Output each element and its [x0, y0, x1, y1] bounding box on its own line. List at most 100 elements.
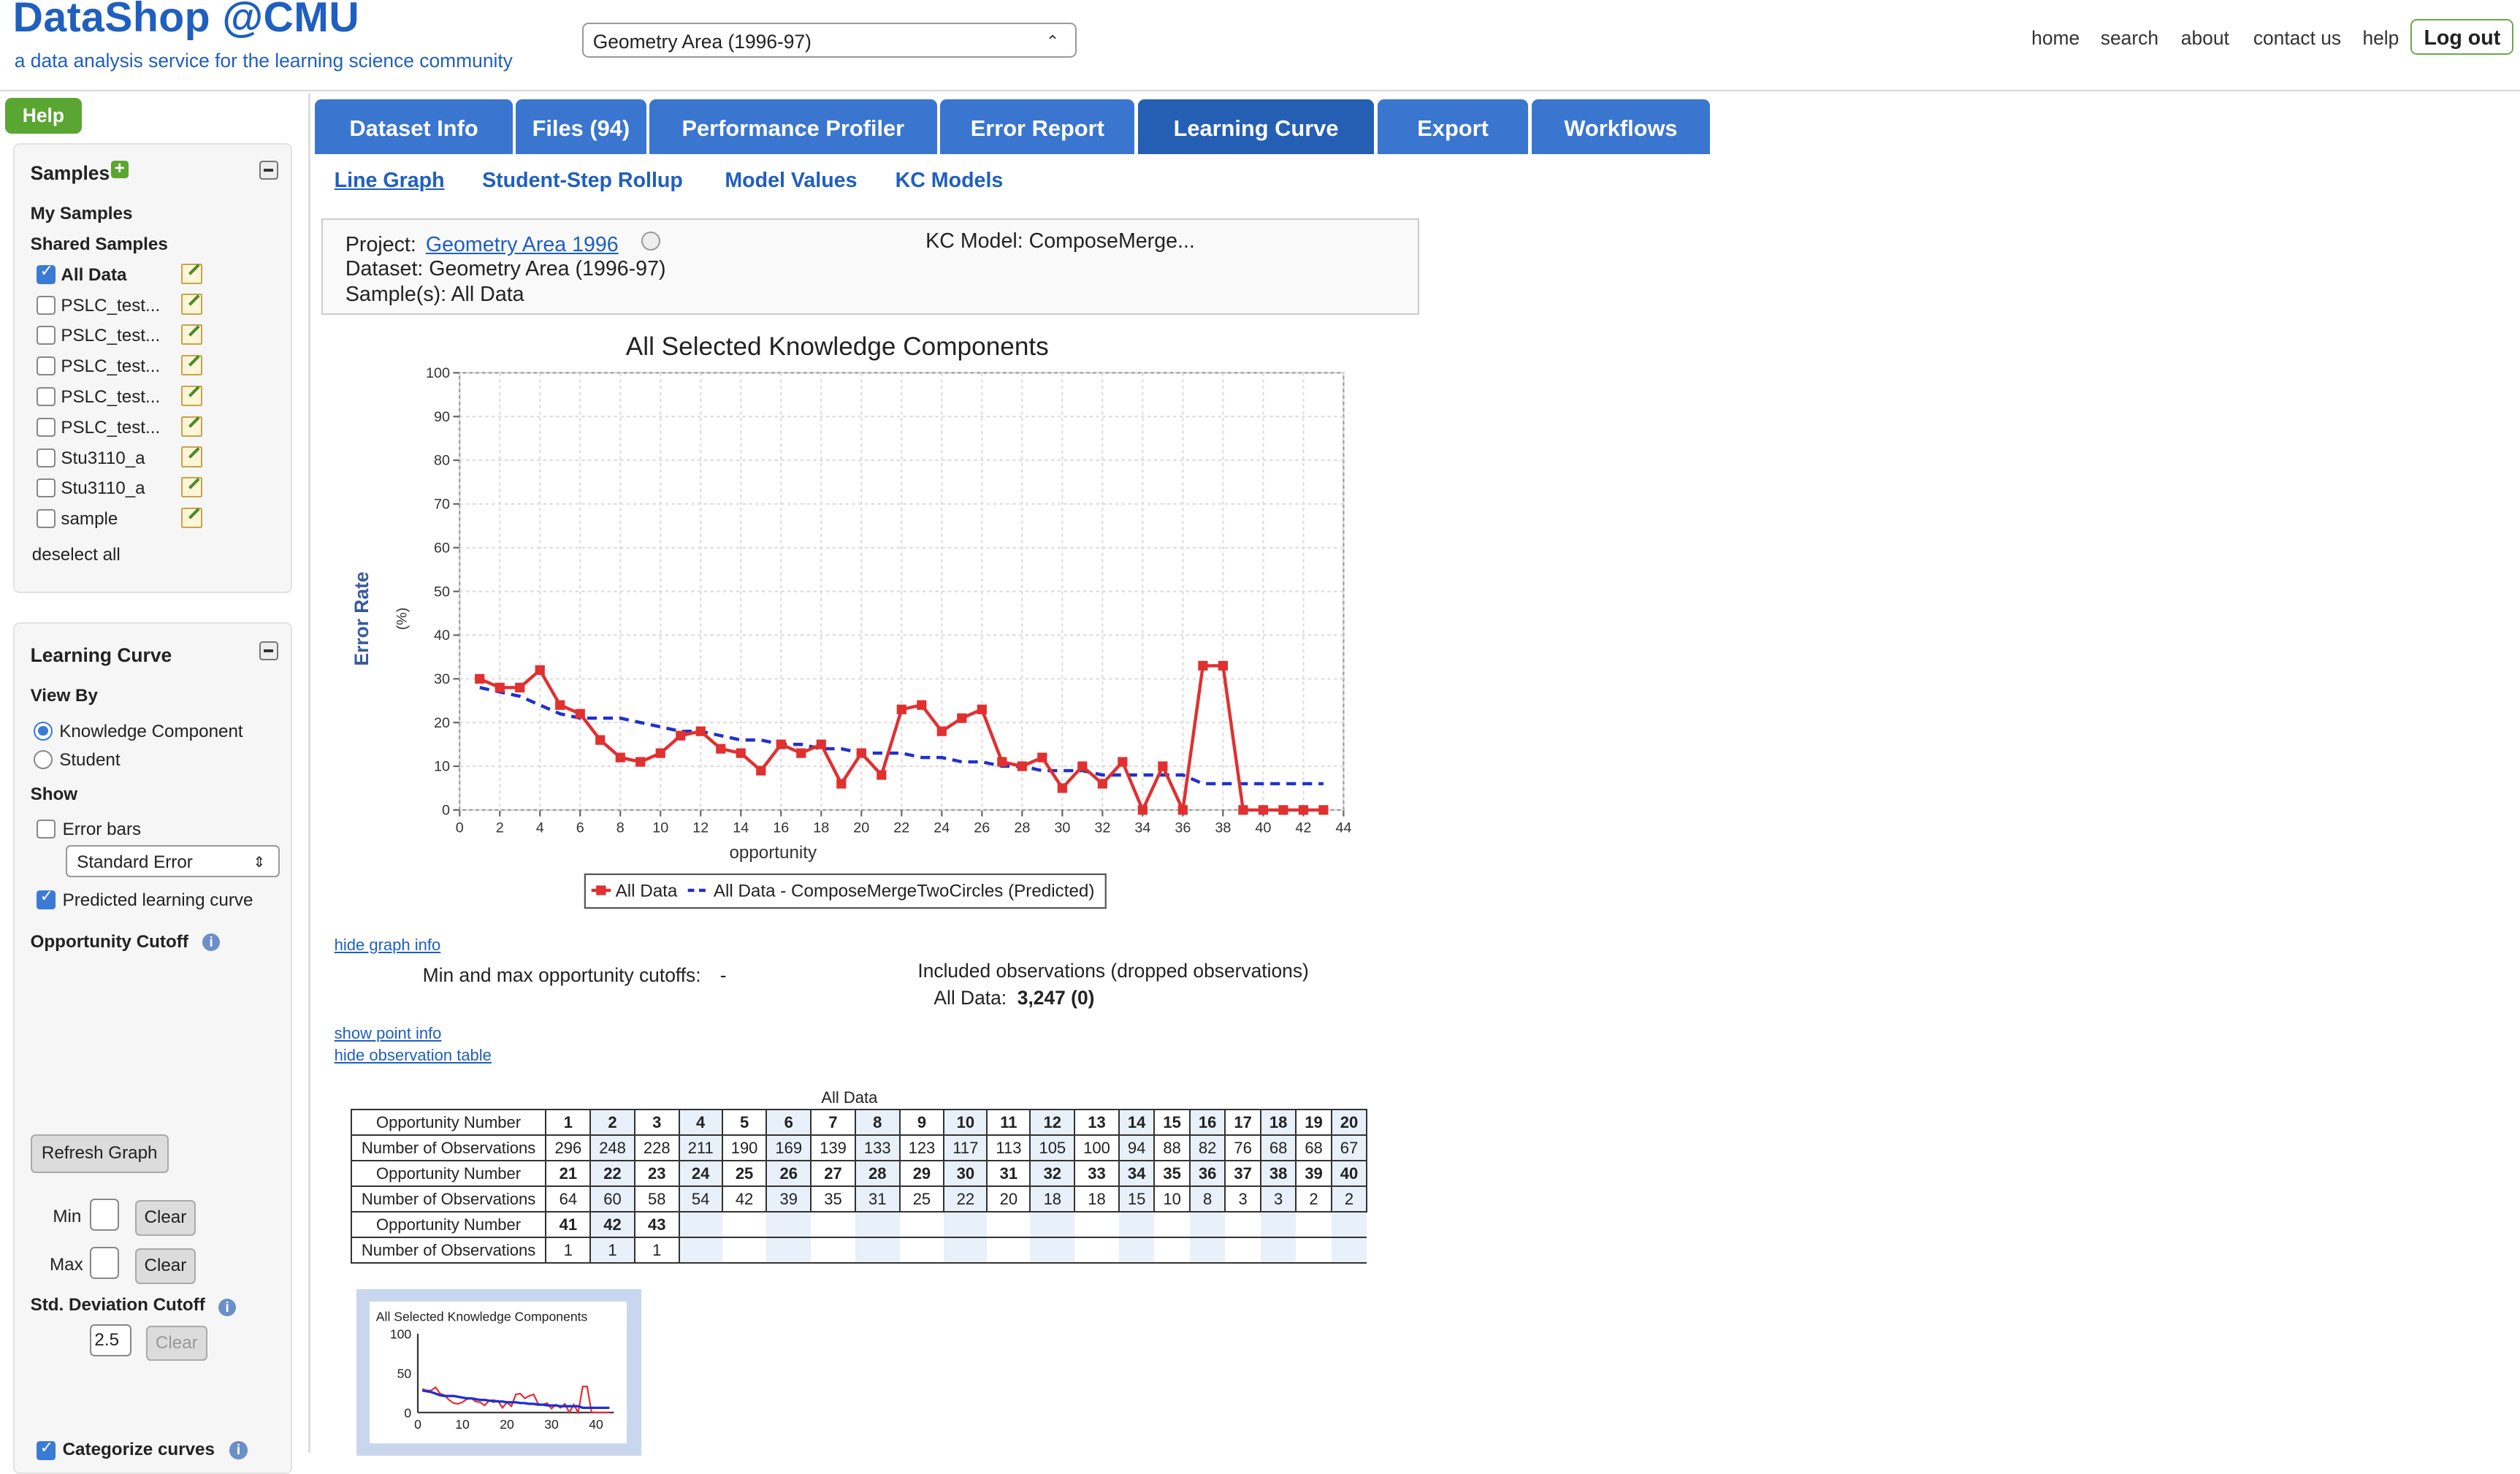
deselect-all-link[interactable]: deselect all — [32, 545, 121, 565]
sample-checkbox[interactable] — [37, 418, 56, 437]
observation-cell — [944, 1237, 987, 1263]
edit-sample-icon[interactable] — [181, 416, 202, 437]
y-tick-label: 80 — [434, 453, 450, 469]
edit-sample-icon[interactable] — [181, 355, 202, 375]
sample-label[interactable]: PSLC_test... — [61, 418, 160, 438]
subtab-kc-models[interactable]: KC Models — [896, 169, 1004, 193]
max-cutoff-input[interactable] — [90, 1247, 119, 1279]
y-tick-label: 90 — [434, 409, 450, 425]
opportunity-cell — [900, 1212, 944, 1237]
subtab-line-graph[interactable]: Line Graph — [335, 169, 445, 193]
data-point — [897, 705, 906, 714]
sample-label[interactable]: sample — [61, 509, 118, 530]
sample-label[interactable]: Stu3110_a — [61, 448, 145, 469]
observation-cell: 1 — [590, 1237, 635, 1263]
info-icon[interactable]: i — [218, 1299, 236, 1316]
edit-sample-icon[interactable] — [181, 294, 202, 314]
edit-sample-icon[interactable] — [181, 264, 202, 284]
nav-about[interactable]: about — [2181, 27, 2229, 50]
sample-checkbox[interactable] — [37, 509, 56, 528]
thumbnail-x-tick-label: 10 — [455, 1417, 470, 1432]
sample-label[interactable]: PSLC_test... — [61, 387, 160, 408]
sample-label[interactable]: All Data — [61, 265, 126, 286]
sample-label[interactable]: PSLC_test... — [61, 326, 160, 346]
edit-sample-icon[interactable] — [181, 508, 202, 528]
clear-max-button[interactable]: Clear — [135, 1248, 196, 1283]
observation-cell — [855, 1237, 900, 1263]
tab-learning-curve[interactable]: Learning Curve — [1138, 99, 1374, 154]
predicted-curve-checkbox[interactable] — [37, 890, 56, 909]
nav-contact-us[interactable]: contact us — [2253, 27, 2341, 50]
tab-workflows[interactable]: Workflows — [1532, 99, 1710, 154]
hide-observation-table-link[interactable]: hide observation table — [335, 1046, 492, 1065]
edit-sample-icon[interactable] — [181, 446, 202, 467]
subtab-model-values[interactable]: Model Values — [725, 169, 857, 193]
opportunity-cell: 40 — [1332, 1161, 1367, 1186]
tab-export[interactable]: Export — [1378, 99, 1529, 154]
all-data-value: 3,247 (0) — [1017, 987, 1095, 1009]
opportunity-cell — [1030, 1212, 1074, 1237]
y-tick-label: 30 — [434, 671, 450, 687]
table-row: Number of Observations 64 60 58 54 42 39 35 31 25… — [351, 1186, 1367, 1212]
observation-cell: 123 — [900, 1135, 944, 1161]
sample-label[interactable]: Stu3110_a — [61, 478, 145, 499]
std-cutoff-input[interactable]: 2.5 — [90, 1324, 131, 1356]
clear-min-button[interactable]: Clear — [135, 1200, 196, 1235]
subtab-student-step-rollup[interactable]: Student-Step Rollup — [482, 169, 683, 193]
sample-checkbox[interactable] — [37, 326, 56, 345]
project-link[interactable]: Geometry Area 1996 — [426, 233, 619, 257]
data-point — [475, 674, 484, 684]
collapse-learning-curve-icon[interactable] — [259, 641, 278, 660]
sample-label[interactable]: PSLC_test... — [61, 356, 160, 377]
kc-radio[interactable] — [34, 722, 53, 741]
show-point-info-link[interactable]: show point info — [335, 1024, 442, 1043]
edit-sample-icon[interactable] — [181, 477, 202, 497]
edit-sample-icon[interactable] — [181, 386, 202, 406]
observation-cell: 54 — [679, 1186, 722, 1212]
refresh-graph-button[interactable]: Refresh Graph — [31, 1134, 169, 1173]
observation-cell — [1261, 1237, 1296, 1263]
tab-performance-profiler[interactable]: Performance Profiler — [649, 99, 937, 154]
sample-checkbox[interactable] — [37, 448, 56, 467]
info-icon[interactable]: i — [202, 933, 220, 951]
categorize-checkbox[interactable] — [37, 1441, 56, 1460]
categorize-label: Categorize curves — [63, 1440, 215, 1460]
sample-checkbox[interactable] — [37, 478, 56, 497]
opportunity-cell: 29 — [900, 1161, 944, 1186]
sample-checkbox[interactable] — [37, 296, 56, 315]
opportunity-cell: 25 — [722, 1161, 767, 1186]
tab-error-report[interactable]: Error Report — [940, 99, 1134, 154]
dataset-select[interactable]: Geometry Area (1996-97) ⌃ — [582, 23, 1077, 58]
tab-dataset-info[interactable]: Dataset Info — [315, 99, 513, 154]
kc-model-label: KC Model: ComposeMerge... — [925, 229, 1195, 253]
edit-sample-icon[interactable] — [181, 324, 202, 345]
sample-checkbox[interactable] — [37, 387, 56, 406]
error-bars-checkbox[interactable] — [37, 820, 56, 839]
sample-checkbox[interactable] — [37, 265, 56, 284]
add-sample-icon[interactable]: + — [111, 161, 129, 178]
chart-thumbnail[interactable]: All Selected Knowledge Components 0 50 100 0… — [356, 1289, 641, 1456]
info-icon[interactable]: i — [229, 1441, 247, 1459]
error-type-select[interactable]: Standard Error ⇕ — [66, 845, 280, 877]
help-button[interactable]: Help — [5, 98, 83, 133]
nav-search[interactable]: search — [2101, 27, 2158, 50]
sample-label[interactable]: PSLC_test... — [61, 296, 160, 316]
opportunity-cell: 36 — [1190, 1161, 1225, 1186]
observation-cell: 2 — [1296, 1186, 1331, 1212]
clear-std-button[interactable]: Clear — [146, 1326, 207, 1361]
logout-button[interactable]: Log out — [2410, 19, 2513, 54]
logo[interactable]: DataShop @CMU — [13, 0, 360, 42]
nav-home[interactable]: home — [2031, 27, 2080, 50]
show-heading: Show — [31, 784, 78, 805]
nav-help[interactable]: help — [2362, 27, 2399, 50]
observation-cell: 1 — [635, 1237, 679, 1263]
min-cutoff-input[interactable] — [90, 1199, 119, 1231]
opportunity-cell: 14 — [1119, 1110, 1154, 1135]
observation-cell: 64 — [546, 1186, 590, 1212]
hide-graph-info-link[interactable]: hide graph info — [335, 936, 441, 955]
observation-cell: 94 — [1119, 1135, 1154, 1161]
tab-files[interactable]: Files (94) — [516, 99, 646, 154]
sample-checkbox[interactable] — [37, 356, 56, 375]
collapse-samples-icon[interactable] — [259, 161, 278, 180]
student-radio[interactable] — [34, 750, 53, 769]
